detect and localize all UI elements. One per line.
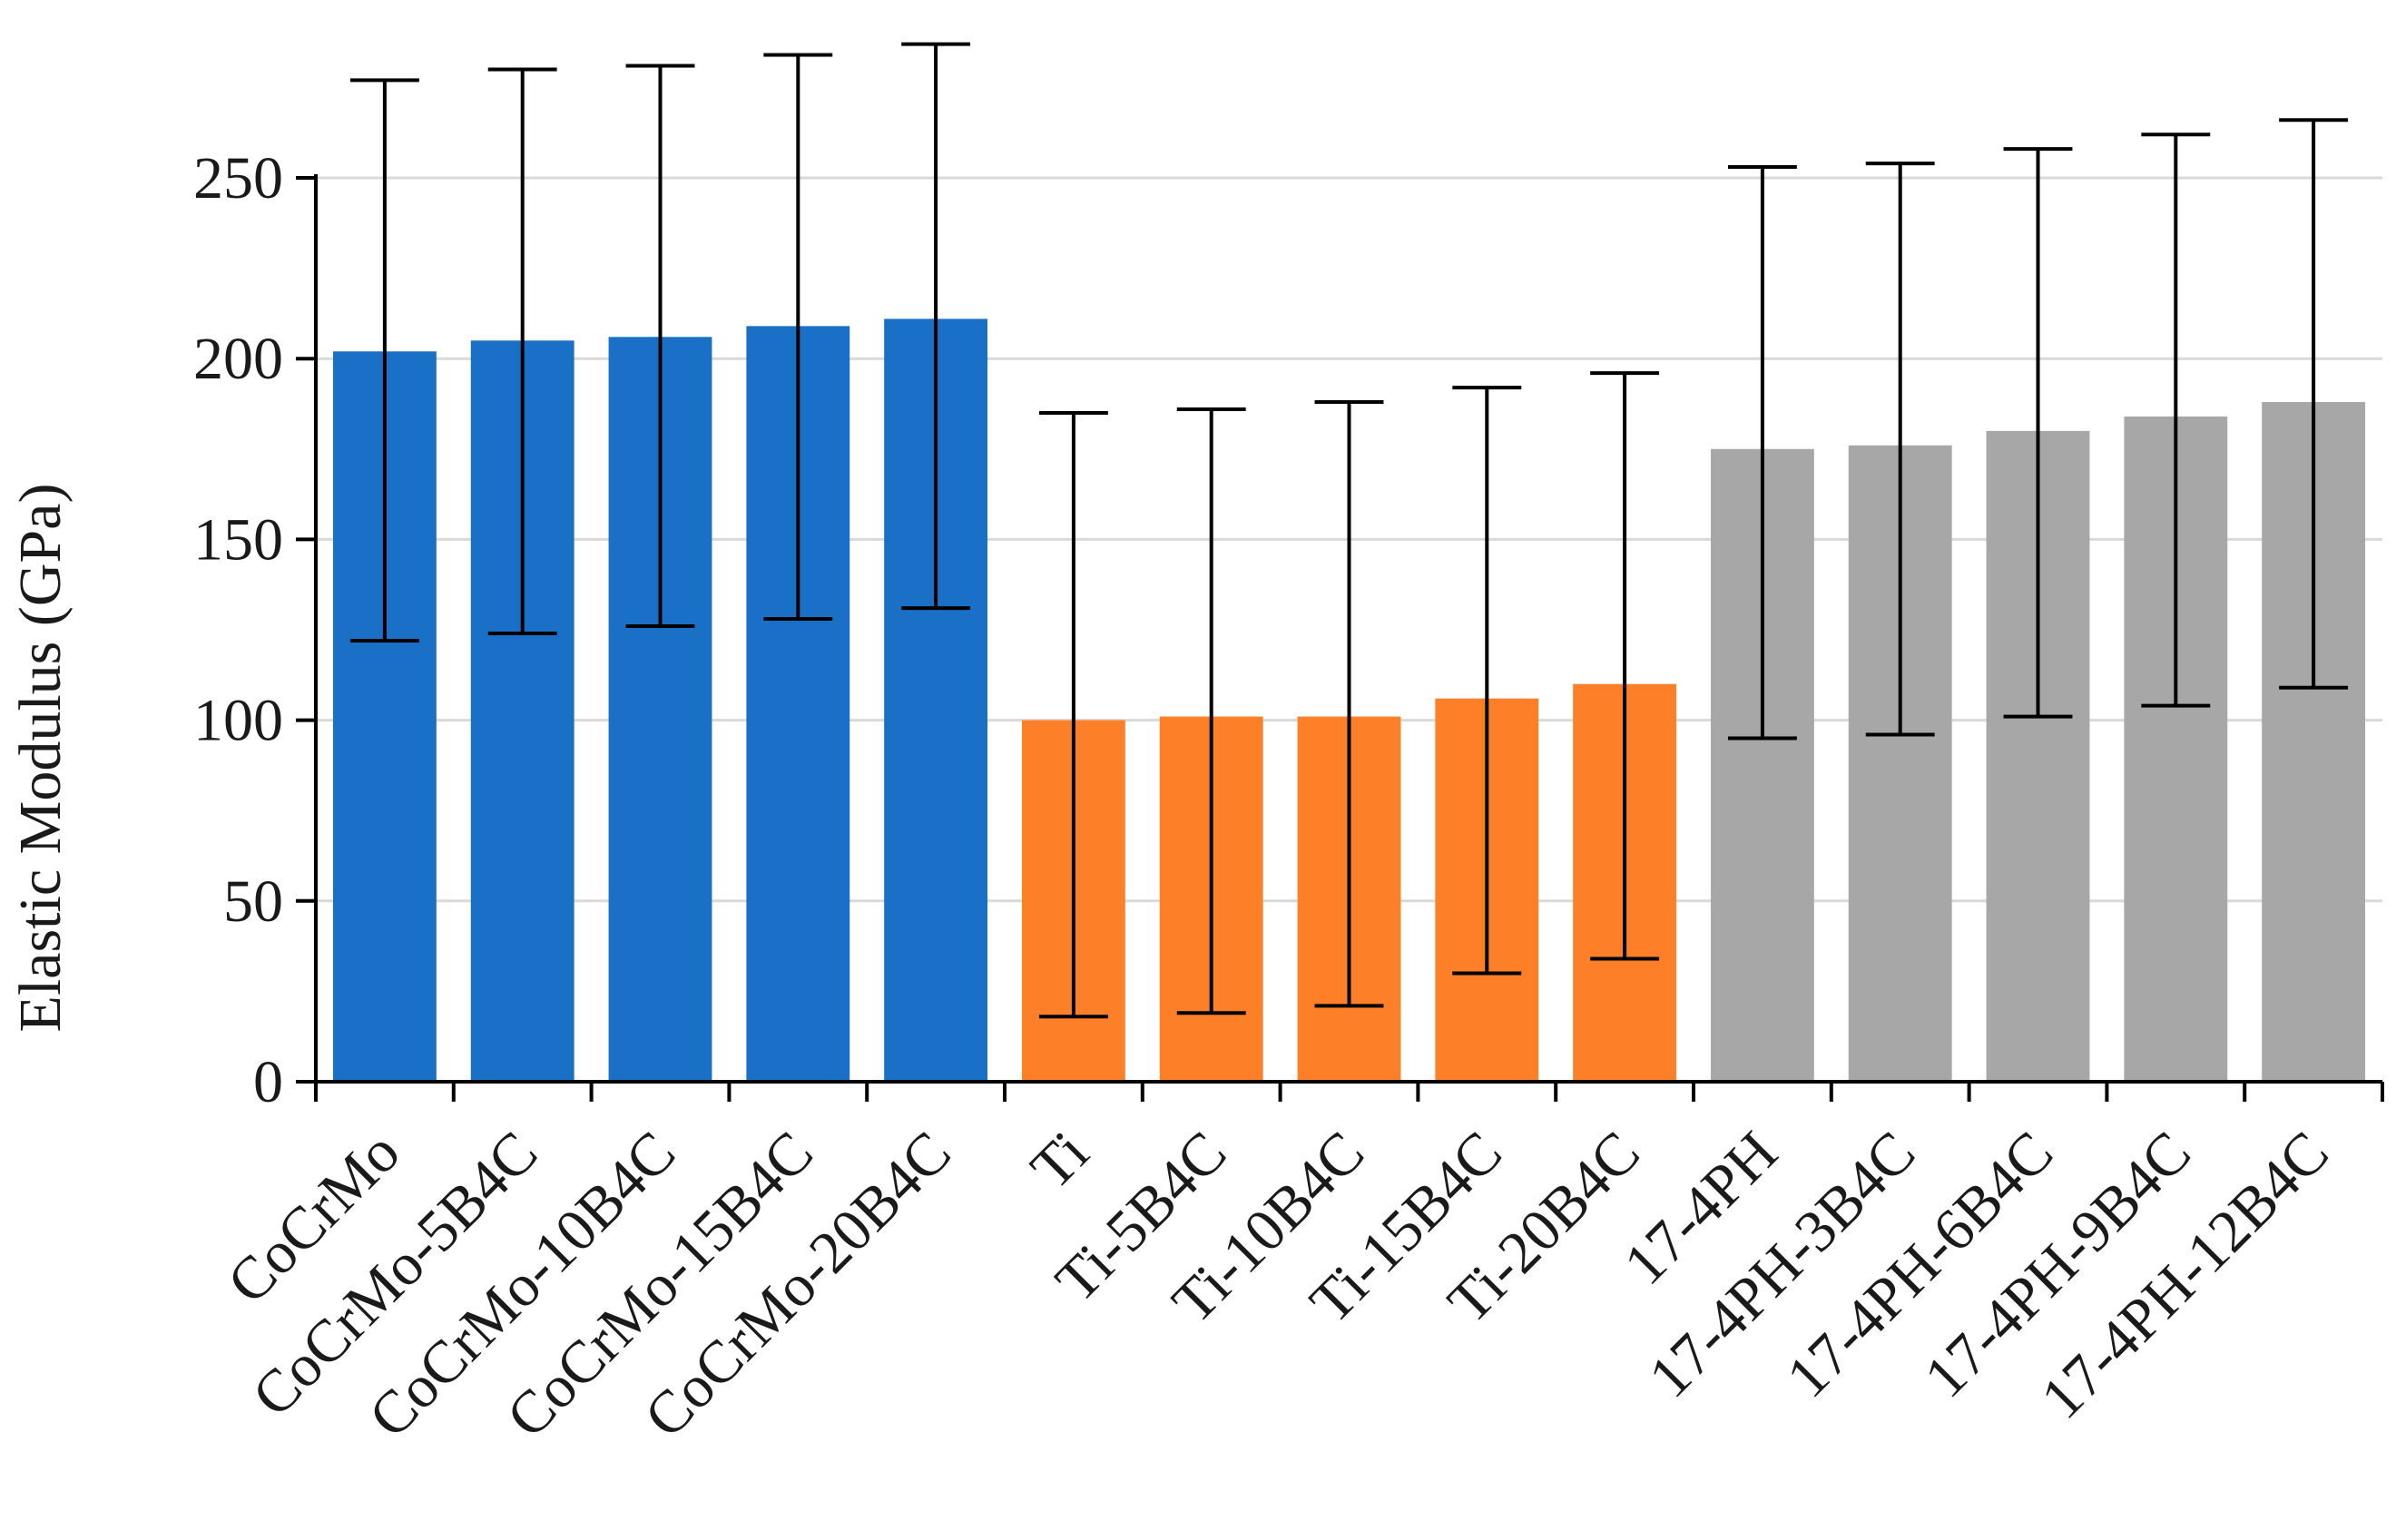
y-axis-label: Elastic Modulus (GPa) [7, 484, 74, 1033]
y-tick-label: 200 [193, 326, 283, 392]
category-label: Ti [1018, 1119, 1101, 1202]
category-labels: CoCrMoCoCrMo-5B4CCoCrMo-10B4CCoCrMo-15B4… [215, 1119, 2342, 1450]
y-tick-label: 50 [223, 868, 283, 935]
y-tick-label: 0 [253, 1049, 283, 1115]
y-tick-label: 100 [193, 688, 283, 754]
y-tick-label: 250 [193, 145, 283, 211]
y-tick-labels: 0 50 100 150 200 250 [193, 145, 283, 1115]
elastic-modulus-bar-chart: 0 50 100 150 200 250 CoCrMoCoCrMo-5B4CCoCrMo-… [0, 0, 2406, 1540]
y-tick-label: 150 [193, 506, 283, 573]
chart-container: 0 50 100 150 200 250 CoCrMo CoCrMo-5B4C CoCrMo-… [0, 0, 2406, 1540]
